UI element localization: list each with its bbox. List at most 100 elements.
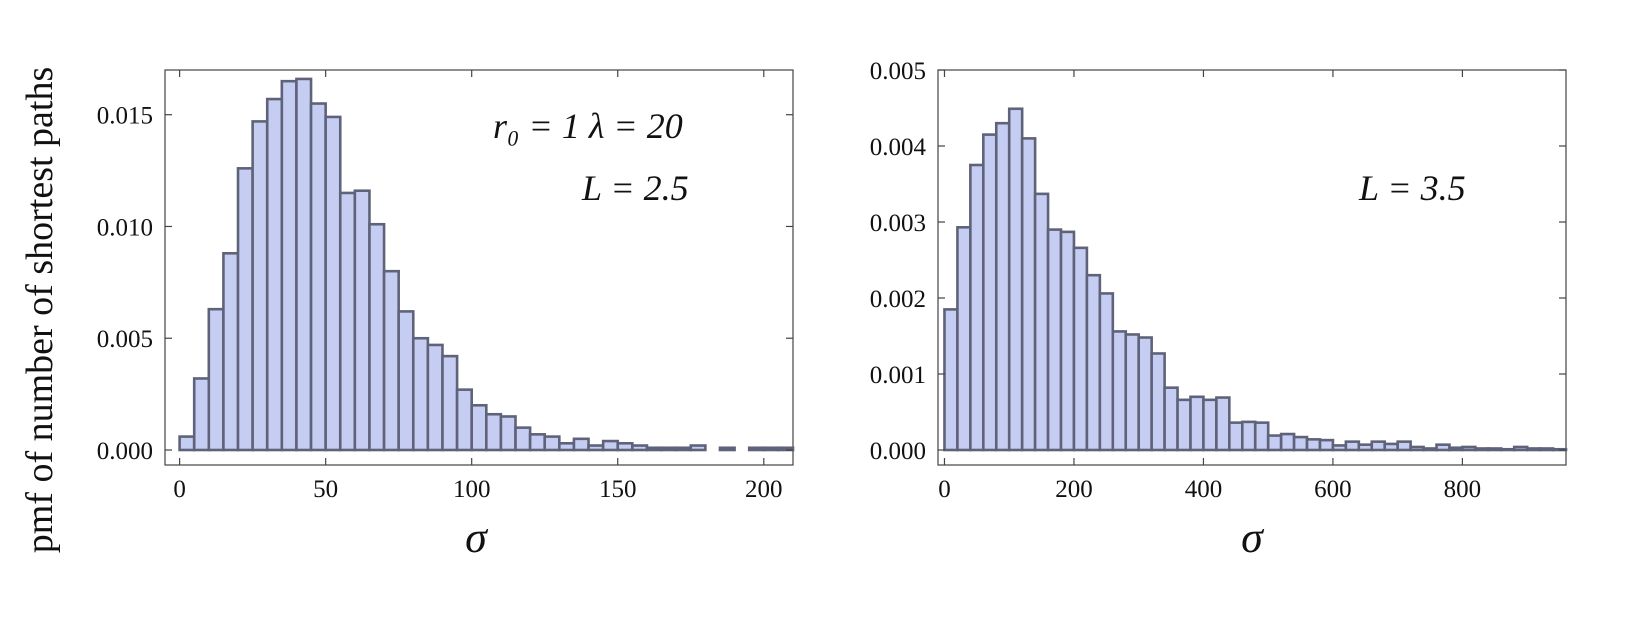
histogram-bar: [943, 308, 959, 452]
x-axis-ticks: 0 200 400 600 800: [938, 70, 1481, 503]
histogram-bar: [1448, 446, 1464, 452]
y-axis-ticks: 0.000 0.001 0.002 0.003 0.004 0.005: [870, 58, 1566, 465]
histogram-bar: [1396, 440, 1412, 452]
histogram-bar: [1266, 434, 1283, 452]
histogram-bar: [1137, 336, 1153, 452]
histogram-bar: [645, 446, 663, 452]
histogram-bar: [1461, 445, 1477, 452]
histogram-bar: [660, 446, 678, 452]
y-tick-label: 0.002: [870, 286, 926, 313]
histogram-bar: [587, 444, 605, 452]
x-axis-label: σ: [1241, 513, 1265, 562]
histogram-bar: [1279, 432, 1296, 452]
y-tick-label: 0.000: [870, 438, 926, 465]
histogram-bar: [1357, 443, 1374, 452]
histogram-bar: [1189, 395, 1205, 452]
histogram-bar: [353, 189, 371, 452]
y-tick-label: 0.005: [870, 58, 926, 85]
x-tick-label: 200: [745, 476, 783, 503]
histogram-bar: [1499, 447, 1516, 452]
histogram-bar: [1202, 398, 1218, 452]
histogram-bar: [1435, 443, 1451, 452]
y-tick-label: 0.005: [97, 326, 153, 353]
histogram-bar: [265, 97, 284, 452]
histogram-bar: [558, 441, 576, 452]
histogram-bar: [1007, 107, 1024, 452]
histogram-bar: [1072, 246, 1089, 452]
histogram-bar: [543, 435, 561, 452]
histogram-bar: [956, 226, 972, 452]
histogram-bar: [1098, 292, 1115, 452]
histogram-bar: [338, 191, 357, 452]
x-tick-label: 600: [1314, 476, 1352, 503]
histogram-bar: [1020, 137, 1037, 452]
plot-frame: [937, 69, 1567, 466]
histogram-bar: [674, 446, 693, 452]
histogram-bar: [1163, 386, 1179, 452]
x-tick-label: 50: [313, 476, 338, 503]
histogram-bar: [777, 446, 795, 452]
annotation-l-value: L = 3.5: [1358, 168, 1466, 208]
histogram-bar: [499, 415, 517, 452]
histogram-bar: [1370, 440, 1387, 452]
y-tick-label: 0.001: [870, 362, 926, 389]
histogram-bar: [1409, 445, 1425, 452]
histogram-bar: [762, 446, 780, 452]
histogram-bar: [1215, 396, 1231, 452]
x-tick-label: 200: [1055, 476, 1093, 503]
histogram-bar: [747, 446, 766, 452]
histogram-bar: [455, 388, 473, 452]
y-tick-label: 0.010: [97, 214, 153, 241]
histogram-bar: [1033, 192, 1050, 452]
histogram-bar: [1111, 330, 1128, 452]
histogram-bar: [236, 167, 254, 452]
histogram-bar: [1150, 352, 1166, 452]
histogram-bar: [1487, 447, 1503, 452]
x-axis-ticks: 0 50 100 150 200: [173, 70, 783, 503]
histogram-bar: [1318, 438, 1335, 452]
histogram-bar: [382, 269, 400, 452]
y-tick-label: 0.003: [870, 210, 926, 237]
histogram-bar: [601, 439, 620, 452]
plot-frame: [164, 69, 794, 466]
histogram-bar: [616, 441, 634, 452]
bars-group: [178, 77, 795, 452]
histogram-bar: [1525, 447, 1542, 452]
histogram-bar: [295, 77, 313, 452]
histogram-bar: [528, 433, 547, 452]
histogram-bar: [411, 336, 430, 452]
histogram-bar: [324, 115, 342, 452]
x-tick-label: 0: [173, 476, 186, 503]
histogram-bar: [1085, 273, 1102, 452]
y-tick-label: 0.015: [97, 103, 153, 130]
x-tick-label: 100: [453, 476, 491, 503]
histogram-bar: [1383, 442, 1399, 452]
y-tick-label: 0.000: [97, 438, 153, 465]
histogram-bar: [718, 446, 736, 452]
x-axis-label: σ: [465, 513, 489, 562]
histogram-bar: [1344, 440, 1361, 452]
bars-group: [943, 107, 1568, 452]
histogram-bar: [1292, 435, 1309, 452]
x-tick-label: 400: [1185, 476, 1223, 503]
histogram-bar: [207, 307, 225, 452]
histogram-bar: [994, 121, 1011, 452]
histogram-bar: [969, 163, 985, 452]
histogram-bar: [514, 426, 532, 452]
histogram-bar: [982, 133, 998, 452]
histogram-bar: [1240, 420, 1257, 452]
histogram-bar: [1059, 230, 1076, 452]
histogram-panel-l-3-5: 0 200 400 600 800 0.0000.0010.0020.0030.0040…: [870, 58, 1568, 562]
histogram-bar: [1176, 398, 1192, 452]
histogram-bar: [280, 79, 298, 452]
histogram-panel-l-2-5: 0 50 100 150 200 0.000 0.005 0.010 0.015 σ r₀ =…: [97, 69, 795, 562]
histogram-bar: [1474, 447, 1490, 452]
x-tick-label: 800: [1444, 476, 1482, 503]
y-axis-ticks: 0.000 0.005 0.010 0.015: [97, 103, 793, 465]
x-tick-label: 150: [599, 476, 637, 503]
annotation-l-value: L = 2.5: [581, 168, 689, 208]
figure-ylabel: pmf of number of shortest paths: [19, 67, 61, 554]
histogram-bar: [484, 412, 503, 452]
histogram-bar: [1422, 447, 1438, 452]
